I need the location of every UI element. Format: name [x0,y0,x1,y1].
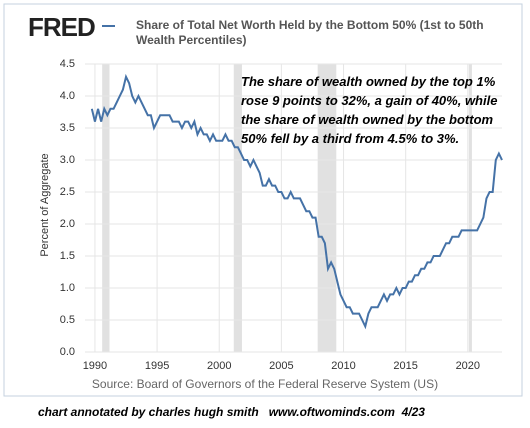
y-tick-label: 2.0 [60,218,75,230]
recession-band [233,64,242,352]
series-line [90,73,503,330]
y-tick-label: 0.0 [60,346,75,358]
x-tick-label: 2020 [456,360,480,372]
y-tick-label: 1.5 [60,250,75,262]
x-tick-label: 2000 [207,360,231,372]
plot-area [85,64,502,352]
x-tick-label: 2015 [393,360,417,372]
footer: chart annotated by charles hugh smith ww… [38,405,425,419]
y-tick-label: 3.0 [60,154,75,166]
recession-band [102,64,110,352]
y-tick-label: 1.0 [60,282,75,294]
logo: FRED [28,12,96,42]
y-tick-label: 2.5 [60,186,75,198]
x-tick-label: 1990 [83,360,107,372]
y-tick-label: 0.5 [60,314,75,326]
x-tick-label: 2005 [269,360,293,372]
recession-band [317,64,337,352]
y-tick-label: 4.5 [60,58,75,70]
legend-label: Share of Total Net Worth Held by the Bot… [136,18,484,47]
recession-band [468,64,472,352]
source: Source: Board of Governors of the Federa… [91,377,439,391]
x-tick-label: 1995 [145,360,169,372]
y-tick-label: 4.0 [60,90,75,102]
y-tick-label: 3.5 [60,122,75,134]
x-tick-label: 2010 [331,360,355,372]
y-axis-label: Percent of Aggregate [39,153,51,256]
annotation: The share of wealth owned by the top 1% … [241,74,498,146]
